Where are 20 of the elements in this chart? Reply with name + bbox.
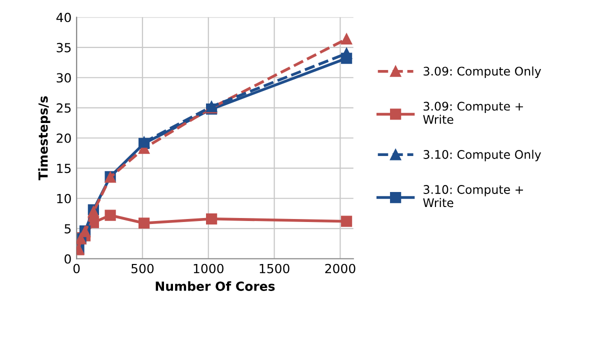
x-tick-label: 500 xyxy=(132,264,154,274)
legend-label: 3.09: Compute Only xyxy=(424,66,542,78)
y-tick-label: 10 xyxy=(57,194,71,204)
y-tick-label: 0 xyxy=(64,254,71,264)
y-tick-label: 25 xyxy=(56,103,71,113)
y-tick-label: 30 xyxy=(56,73,71,83)
x-axis-title: Number Of Cores xyxy=(156,281,275,291)
x-tick-label: 1000 xyxy=(194,264,224,274)
y-tick-label: 35 xyxy=(56,42,71,52)
legend-label: 3.10: Compute + Write xyxy=(423,185,523,208)
y-tick-label: 20 xyxy=(56,133,71,143)
y-tick-label: 15 xyxy=(57,164,71,174)
x-tick-label: 2000 xyxy=(325,264,356,274)
y-axis-title: Timesteps/s xyxy=(38,96,50,180)
legend-label: 3.09: Compute + Write xyxy=(423,102,523,124)
x-tick-label: 0 xyxy=(73,264,80,274)
y-tick-label: 5 xyxy=(64,224,71,234)
x-tick-label: 1500 xyxy=(260,264,290,274)
y-tick-label: 40 xyxy=(56,12,71,22)
legend-label: 3.10: Compute Only xyxy=(424,150,542,162)
